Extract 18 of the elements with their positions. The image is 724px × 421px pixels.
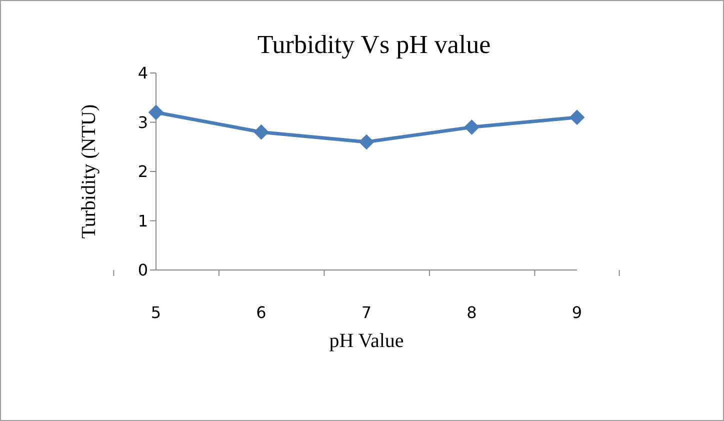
chart-title: Turbidity Vs pH value (257, 30, 491, 59)
y-tick-label: 0 (138, 260, 148, 280)
x-tick-label: 6 (256, 303, 266, 322)
x-axis-title: pH Value (329, 330, 404, 352)
x-tick-label: 9 (572, 303, 582, 322)
y-tick-label: 3 (138, 112, 148, 132)
x-tick-label: 5 (150, 303, 162, 322)
x-tick-label: 8 (466, 303, 477, 322)
y-axis-title: Turbidity (NTU) (78, 104, 100, 239)
point (359, 134, 374, 150)
point (148, 104, 164, 120)
y-tick-label: 4 (138, 64, 148, 83)
x-tick-label: 7 (361, 303, 372, 322)
point (464, 120, 480, 135)
point (254, 124, 269, 140)
point (570, 110, 584, 125)
y-tick-label: 2 (138, 162, 148, 182)
y-tick-label: 1 (138, 211, 148, 230)
